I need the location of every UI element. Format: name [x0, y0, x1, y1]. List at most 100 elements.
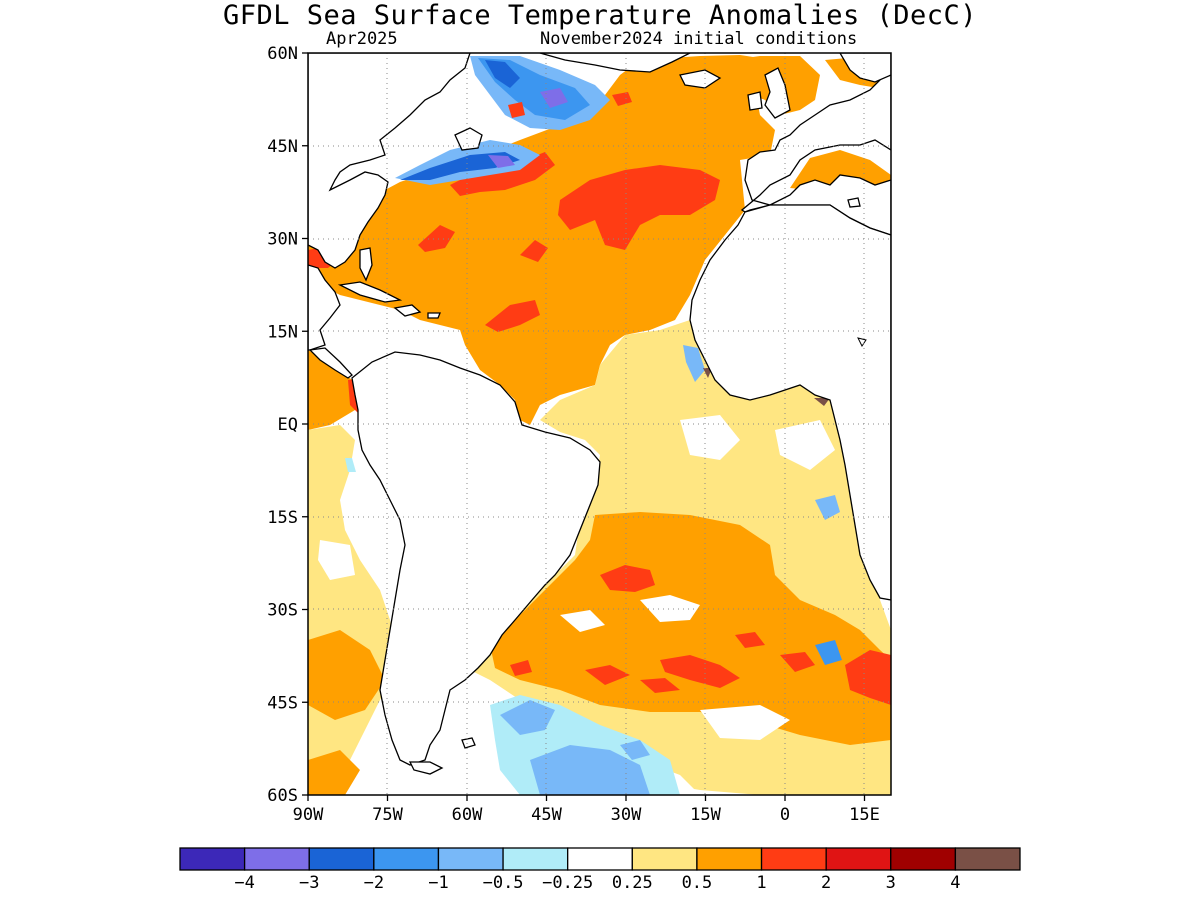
south-atlantic-red-core-5 — [585, 665, 630, 685]
central-atlantic-red-core — [520, 240, 548, 262]
lon-tick-label: 75W — [372, 805, 403, 825]
scandinavia-land — [839, 53, 891, 83]
lat-tick-label: 30N — [267, 230, 298, 250]
colorbar-swatch — [373, 847, 440, 871]
florida-land — [359, 247, 373, 282]
labrador-extreme-cold — [540, 88, 568, 108]
colorbar-label: −4 — [234, 873, 254, 893]
cuba-island — [337, 281, 403, 303]
colorbar-label: −2 — [364, 873, 384, 893]
colorbar: −4 −3 −2 −1 −0.5 −0.25 0.25 0.5 1 2 3 4 — [179, 847, 1021, 893]
colorbar-swatch — [243, 847, 310, 871]
africa-land — [689, 204, 891, 601]
south-neutral-pocket-3 — [700, 705, 790, 740]
north-atlantic-warm-region — [308, 55, 775, 425]
central-america-land — [308, 347, 353, 379]
labrador-warm-spot-2 — [612, 92, 632, 106]
colorbar-swatch — [890, 847, 957, 871]
senegal-cold-spot — [683, 345, 705, 382]
colorbar-label: 0.5 — [682, 873, 713, 893]
lat-tick-label: 15N — [267, 322, 298, 342]
pacific-coast-warm-region — [308, 350, 370, 430]
iceland-island — [679, 69, 722, 89]
south-america-land — [351, 351, 601, 766]
lon-tick-label: 15E — [849, 805, 880, 825]
falkland-islands — [461, 737, 476, 749]
newfoundland-cold-core — [400, 152, 520, 180]
great-britain-island — [764, 67, 791, 119]
labrador-strong-cold — [485, 60, 520, 88]
newfoundland-extreme-cold — [488, 155, 515, 168]
labrador-warm-spot — [508, 102, 525, 118]
latitude-axis: 60N 45N 30N 15N EQ 15S 30S 45S 60S — [267, 44, 308, 806]
hispaniola-island — [393, 304, 422, 317]
lat-tick-label: 60S — [267, 786, 298, 806]
map-gridlines — [308, 53, 891, 795]
lon-tick-label: 90W — [293, 805, 324, 825]
north-atlantic-red-core — [558, 165, 720, 250]
lon-tick-label: 45W — [531, 805, 562, 825]
colorbar-swatch — [308, 847, 375, 871]
colorbar-label: 2 — [821, 873, 831, 893]
south-neutral-pocket-1 — [640, 595, 700, 622]
map-title: GFDL Sea Surface Temperature Anomalies (… — [223, 0, 977, 31]
gulf-guinea-hot-spot — [814, 398, 830, 406]
colorbar-label: 3 — [886, 873, 896, 893]
south-atlantic-warm-region — [490, 512, 891, 745]
tropical-neutral-pocket-2 — [775, 420, 835, 470]
lat-tick-label: 45S — [267, 693, 298, 713]
longitude-axis: 90W 75W 60W 45W 30W 15W 0 15E — [293, 795, 880, 825]
colorbar-swatch — [437, 847, 504, 871]
colorbar-swatch — [954, 847, 1021, 871]
pacific-neutral-patch — [318, 540, 355, 580]
north-america-land — [308, 53, 471, 269]
southern-ocean-cold — [500, 700, 555, 735]
colorbar-label: −1 — [428, 873, 448, 893]
subtropical-red-core — [485, 300, 540, 332]
colorbar-swatch — [631, 847, 698, 871]
colorbar-label: −3 — [299, 873, 319, 893]
initial-conditions-label: November2024 initial conditions — [540, 29, 858, 49]
forecast-month-label: Apr2025 — [326, 29, 398, 49]
greenland-land — [539, 53, 691, 73]
colorbar-label: 4 — [950, 873, 960, 893]
colorbar-swatch — [760, 847, 827, 871]
colorbar-swatch — [825, 847, 892, 871]
south-atlantic-red-core-3 — [735, 632, 765, 648]
west-atlantic-red-core — [418, 225, 455, 252]
puerto-rico-island — [427, 312, 441, 319]
ireland-island — [747, 91, 763, 111]
south-atlantic-red-core-2 — [660, 655, 740, 688]
lat-tick-label: 60N — [267, 44, 298, 64]
colorbar-swatch — [696, 847, 763, 871]
angola-cold-spot — [815, 495, 840, 520]
pacific-warm-patch — [308, 630, 385, 720]
south-neutral-pocket-2 — [560, 610, 605, 632]
colorbar-label: 0.25 — [612, 873, 653, 893]
colorbar-swatch — [502, 847, 569, 871]
tropical-neutral-pocket — [680, 415, 740, 460]
benguela-red-core — [845, 650, 891, 705]
lat-tick-label: 45N — [267, 137, 298, 157]
lon-tick-label: 60W — [452, 805, 483, 825]
colorbar-label: 1 — [756, 873, 766, 893]
europe-land — [740, 53, 891, 236]
sicily-island — [847, 197, 861, 208]
lon-tick-label: 0 — [780, 805, 790, 825]
pacific-south-warm-patch — [308, 750, 360, 795]
lat-tick-label: 30S — [267, 601, 298, 621]
south-atlantic-red-core-6 — [640, 678, 680, 693]
newfoundland-island — [454, 127, 483, 151]
colorbar-label: −0.25 — [542, 873, 593, 893]
colorbar-swatch — [179, 847, 246, 871]
lon-tick-label: 30W — [611, 805, 642, 825]
pacific-cold-spot — [345, 458, 356, 472]
lat-tick-label: 15S — [267, 508, 298, 528]
tierra-del-fuego — [408, 761, 444, 775]
southern-ocean-cold-3 — [620, 740, 650, 760]
colorbar-swatch — [567, 847, 633, 871]
south-atlantic-red-core-7 — [510, 660, 532, 676]
benguela-cold-spot — [815, 640, 842, 665]
lat-tick-label: EQ — [278, 415, 298, 435]
south-atlantic-red-core-4 — [780, 652, 815, 672]
